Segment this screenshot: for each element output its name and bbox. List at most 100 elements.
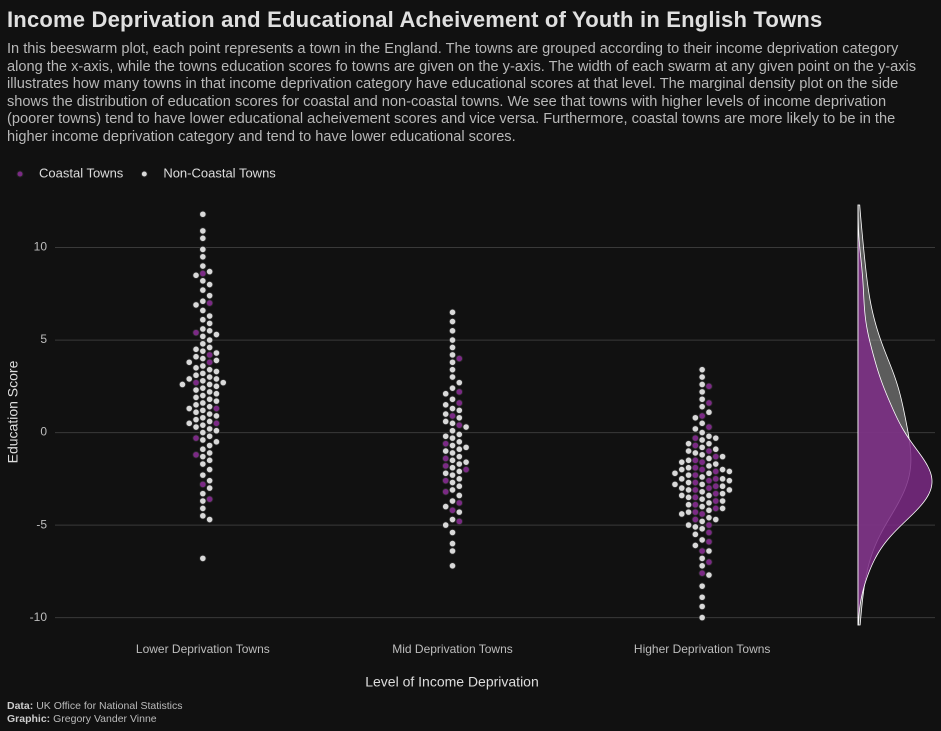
town-point	[199, 340, 207, 348]
town-point	[698, 412, 706, 420]
town-point	[712, 504, 720, 513]
town-point	[192, 364, 200, 372]
town-point	[206, 477, 214, 485]
town-point	[192, 434, 200, 442]
town-point	[206, 388, 214, 396]
town-point	[206, 312, 214, 320]
town-point	[212, 412, 221, 420]
town-point	[212, 427, 221, 435]
town-point	[206, 425, 214, 433]
town-point	[206, 456, 214, 464]
town-point	[448, 562, 457, 570]
town-point	[199, 362, 207, 370]
town-point	[698, 525, 706, 533]
town-point	[212, 349, 221, 357]
town-point	[206, 358, 214, 366]
town-point	[698, 465, 706, 474]
town-point	[448, 434, 457, 442]
town-point	[455, 453, 463, 461]
town-point	[192, 271, 200, 279]
town-point	[185, 375, 193, 383]
town-point	[705, 558, 713, 566]
x-tick-label: Higher Deprivation Towns	[634, 642, 771, 656]
town-point	[691, 523, 699, 531]
town-point	[448, 317, 457, 326]
town-point	[442, 410, 450, 418]
town-point	[698, 473, 706, 481]
town-point	[705, 499, 713, 507]
town-point	[199, 332, 207, 340]
town-point	[698, 373, 706, 381]
legend-label: Coastal Towns	[39, 165, 124, 180]
town-point	[698, 380, 706, 389]
town-point	[448, 351, 457, 359]
town-point	[206, 403, 214, 411]
town-point	[712, 475, 720, 483]
town-point	[199, 391, 207, 400]
town-point	[442, 440, 450, 448]
town-point	[691, 493, 699, 501]
town-point	[691, 425, 699, 433]
town-point	[212, 404, 221, 413]
town-point	[712, 434, 720, 442]
town-point	[199, 306, 207, 315]
town-point	[698, 569, 706, 577]
town-point	[442, 469, 450, 477]
town-point	[698, 502, 706, 511]
town-point	[455, 354, 463, 363]
town-point	[199, 325, 207, 333]
town-point	[705, 528, 713, 537]
x-tick-label: Mid Deprivation Towns	[392, 642, 513, 656]
town-point	[684, 486, 693, 494]
town-point	[705, 440, 713, 448]
town-point	[199, 471, 207, 479]
town-point	[684, 501, 693, 509]
town-point	[212, 419, 221, 427]
town-point	[442, 390, 450, 398]
town-point	[684, 493, 693, 501]
town-point	[442, 462, 450, 470]
town-point	[455, 421, 463, 429]
town-point	[678, 465, 686, 474]
town-point	[698, 593, 706, 601]
town-point	[199, 453, 207, 461]
town-point	[199, 354, 207, 363]
town-point	[448, 412, 457, 420]
source-label: Data:	[7, 700, 34, 712]
chart-title: Income Deprivation and Educational Achei…	[7, 7, 823, 32]
town-point	[199, 277, 207, 285]
town-point	[462, 443, 470, 451]
town-point	[199, 399, 207, 407]
town-point	[206, 465, 214, 474]
town-point	[691, 414, 699, 422]
town-point	[199, 262, 207, 270]
town-point	[199, 406, 207, 414]
town-point	[705, 538, 713, 546]
town-point	[725, 477, 733, 485]
town-point	[192, 371, 200, 379]
town-point	[206, 299, 214, 307]
town-point	[442, 401, 450, 409]
town-point	[684, 508, 693, 516]
town-point	[206, 351, 214, 359]
town-point	[691, 478, 699, 487]
y-tick-label: 0	[40, 425, 47, 439]
town-point	[678, 510, 686, 518]
town-point	[705, 514, 713, 522]
town-point	[212, 382, 221, 390]
town-point	[712, 453, 720, 461]
town-point	[691, 515, 699, 524]
town-point	[698, 562, 706, 570]
town-point	[691, 501, 699, 509]
town-point	[206, 366, 214, 374]
town-point	[206, 319, 214, 328]
town-point	[206, 495, 214, 503]
town-point	[462, 423, 470, 431]
town-point	[448, 449, 457, 457]
town-point	[199, 286, 207, 294]
town-point	[448, 528, 457, 537]
town-point	[192, 401, 200, 409]
town-point	[448, 404, 457, 413]
town-point	[691, 441, 699, 450]
town-point	[698, 388, 706, 396]
